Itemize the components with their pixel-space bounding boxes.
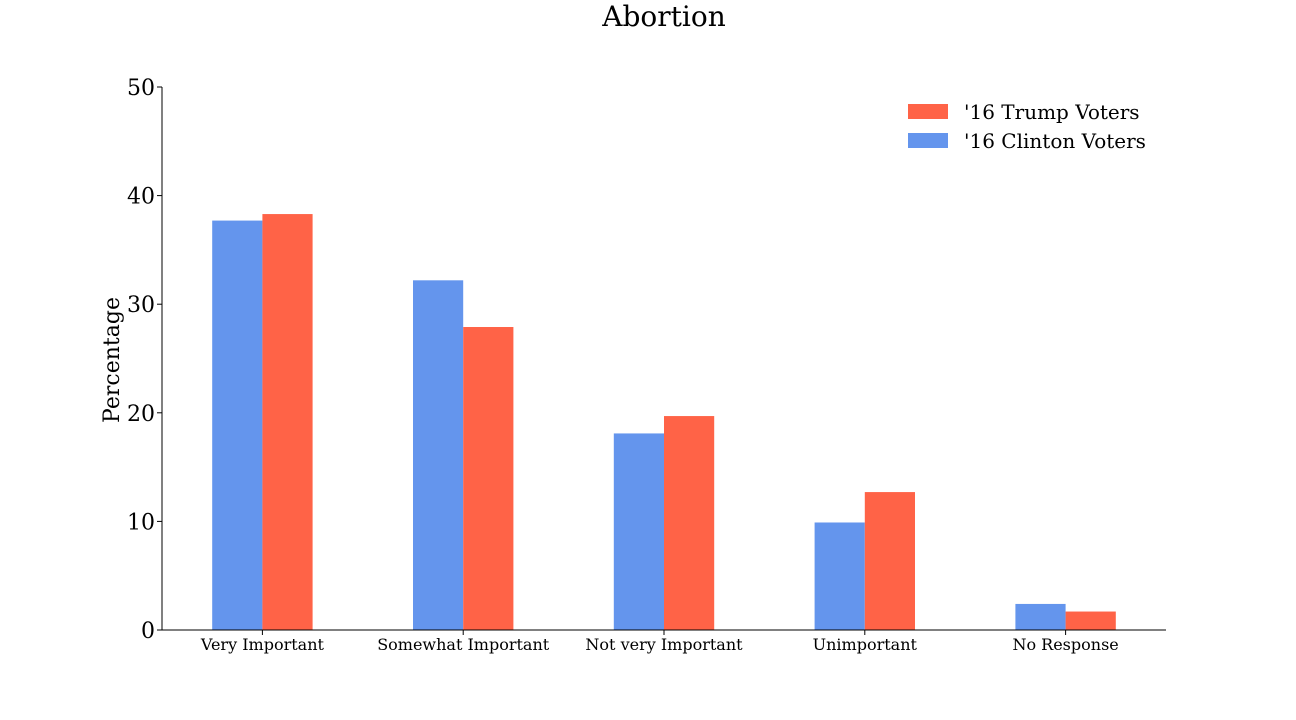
bar-clinton-3	[814, 522, 865, 630]
y-tick-label: 50	[127, 76, 155, 101]
bar-trump-1	[463, 327, 514, 630]
y-tick-label: 40	[127, 185, 155, 210]
bar-clinton-2	[613, 433, 664, 630]
bar-trump-3	[864, 492, 915, 630]
x-tick-label: Unimportant	[813, 635, 918, 654]
bars	[212, 214, 1116, 630]
bar-clinton-0	[212, 220, 263, 630]
x-axis-ticks: Very Important Somewhat Important Not very…	[200, 630, 1119, 654]
legend-label: '16 Trump Voters	[964, 100, 1140, 124]
y-tick-label: 10	[127, 510, 155, 535]
legend-swatch	[908, 133, 948, 148]
y-axis-ticks: 0 10 20 30 40 50	[127, 76, 162, 644]
bar-trump-2	[664, 416, 715, 630]
legend-label: '16 Clinton Voters	[964, 129, 1146, 153]
legend: '16 Trump Voters '16 Clinton Voters	[908, 100, 1146, 153]
bar-clinton-1	[413, 280, 464, 630]
bar-trump-4	[1065, 611, 1116, 630]
bar-trump-0	[262, 214, 313, 630]
y-tick-label: 20	[127, 402, 155, 427]
y-tick-label: 30	[127, 293, 155, 318]
y-tick-label: 0	[141, 619, 155, 644]
x-tick-label: No Response	[1012, 635, 1118, 654]
x-tick-label: Somewhat Important	[377, 635, 550, 654]
x-tick-label: Not very Important	[585, 635, 743, 654]
x-tick-label: Very Important	[200, 635, 325, 654]
legend-swatch	[908, 104, 948, 119]
chart-title: Abortion	[601, 0, 725, 33]
bar-clinton-4	[1015, 603, 1066, 630]
y-axis-label: Percentage	[100, 297, 125, 423]
